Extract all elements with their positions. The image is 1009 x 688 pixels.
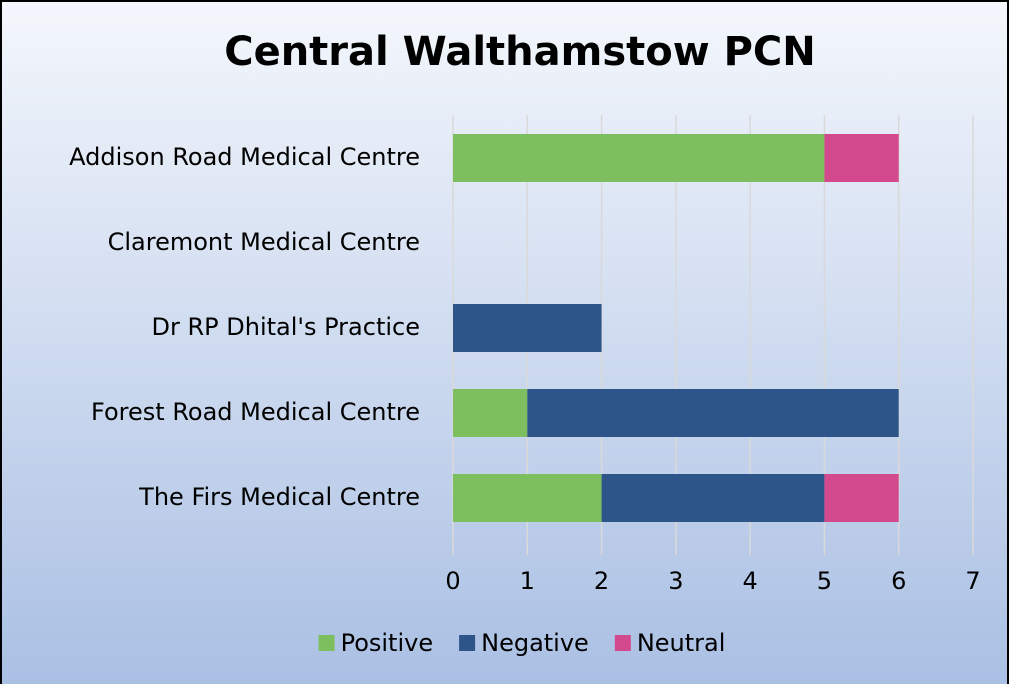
x-tick-label: 6 <box>891 567 906 595</box>
chart-title: Central Walthamstow PCN <box>224 29 816 75</box>
legend-swatch <box>318 635 335 651</box>
x-tick-label: 5 <box>817 567 832 595</box>
y-tick-label: Addison Road Medical Centre <box>69 143 420 171</box>
bar-segment <box>453 134 825 182</box>
y-tick-label: Forest Road Medical Centre <box>91 398 420 426</box>
bar-segment <box>453 389 528 437</box>
y-tick-label: Dr RP Dhital's Practice <box>152 313 421 341</box>
x-tick-label: 4 <box>743 567 758 595</box>
legend-swatch <box>459 635 476 651</box>
x-tick-label: 0 <box>445 567 460 595</box>
legend-label: Positive <box>341 629 434 657</box>
legend-item: Neutral <box>614 629 726 657</box>
x-tick-label: 2 <box>594 567 609 595</box>
y-tick-label: Claremont Medical Centre <box>108 228 420 256</box>
bar-segment <box>824 474 899 522</box>
y-tick-label: The Firs Medical Centre <box>138 483 420 511</box>
legend-swatch <box>614 635 631 651</box>
x-tick-label: 1 <box>520 567 535 595</box>
bar-segment <box>453 474 602 522</box>
legend-item: Negative <box>459 629 589 657</box>
x-tick-label: 7 <box>965 567 980 595</box>
bar-segment <box>527 389 899 437</box>
legend-label: Neutral <box>637 629 726 657</box>
legend-item: Positive <box>318 629 434 657</box>
x-tick-label: 3 <box>668 567 683 595</box>
bar-segment <box>824 134 899 182</box>
bar-segment <box>601 474 825 522</box>
legend-label: Negative <box>481 629 589 657</box>
bar-segment <box>453 304 602 352</box>
